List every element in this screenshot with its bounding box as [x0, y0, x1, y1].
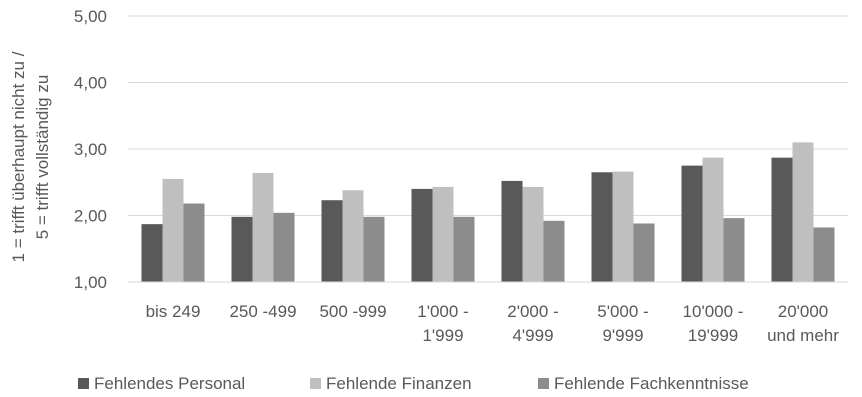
- x-tick-label: 1'999: [422, 326, 463, 345]
- bar: [792, 142, 814, 282]
- y-axis-ticks: 1,00 2,00 3,00 4,00 5,00: [74, 7, 107, 292]
- x-tick-label: 9'999: [602, 326, 643, 345]
- x-tick-label: bis 249: [146, 302, 201, 321]
- bar: [363, 216, 385, 282]
- legend-swatch: [538, 378, 549, 389]
- x-axis-categories: bis 249 250 -499 500 -999 1'000 - 1'999 2'000…: [146, 302, 840, 345]
- x-tick-label: und mehr: [767, 326, 839, 345]
- bar: [141, 224, 163, 282]
- x-tick-label: 5'000 -: [597, 302, 648, 321]
- x-tick-label: 19'999: [688, 326, 739, 345]
- x-tick-label: 1'000 -: [417, 302, 468, 321]
- bar: [702, 157, 724, 282]
- legend-swatch: [310, 378, 321, 389]
- y-tick-label: 3,00: [74, 140, 107, 159]
- x-tick-label: 2'000 -: [507, 302, 558, 321]
- bar: [501, 180, 523, 282]
- y-tick-label: 4,00: [74, 74, 107, 93]
- bar: [771, 157, 793, 282]
- bar: [342, 190, 364, 282]
- x-tick-label: 10'000 -: [683, 302, 744, 321]
- bar: [432, 186, 454, 282]
- bar: [681, 165, 703, 282]
- bar: [612, 171, 634, 282]
- y-tick-label: 2,00: [74, 207, 107, 226]
- y-axis-label-line: 1 = trifft überhaupt nicht zu /: [9, 51, 28, 262]
- bar: [411, 188, 433, 282]
- bar: [162, 178, 184, 282]
- x-tick-label: 250 -499: [229, 302, 296, 321]
- legend-swatch: [78, 378, 89, 389]
- y-tick-label: 1,00: [74, 273, 107, 292]
- bar: [252, 172, 274, 282]
- bar: [231, 216, 253, 282]
- bars: [141, 142, 835, 282]
- bar: [543, 220, 565, 282]
- y-tick-label: 5,00: [74, 7, 107, 26]
- bar: [453, 216, 475, 282]
- bar: [723, 218, 745, 282]
- x-tick-label: 20'000: [778, 302, 829, 321]
- bar: [633, 223, 655, 282]
- gridlines: [128, 15, 848, 216]
- x-tick-label: 4'999: [512, 326, 553, 345]
- legend-label: Fehlende Fachkenntnisse: [554, 374, 749, 393]
- bar: [273, 212, 295, 282]
- bar: [183, 203, 205, 282]
- bar: [321, 200, 343, 282]
- legend-label: Fehlendes Personal: [94, 374, 245, 393]
- legend: Fehlendes Personal Fehlende Finanzen Fehle…: [78, 374, 749, 393]
- y-axis-label-line: 5 = trifft vollständig zu: [33, 75, 52, 240]
- y-axis-label: 1 = trifft überhaupt nicht zu / 5 = triff…: [9, 51, 52, 262]
- bar: [522, 186, 544, 282]
- bar: [591, 172, 613, 282]
- x-tick-label: 500 -999: [319, 302, 386, 321]
- bar: [813, 227, 835, 282]
- legend-label: Fehlende Finanzen: [326, 374, 472, 393]
